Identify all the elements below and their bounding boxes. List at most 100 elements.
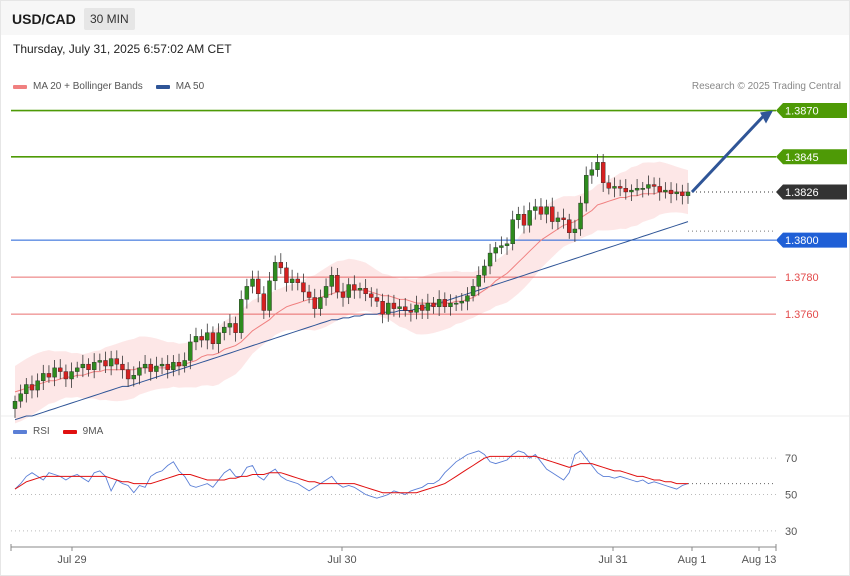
candle: [142, 354, 148, 374]
candle-body: [550, 206, 555, 222]
candle: [567, 213, 572, 239]
level-tag-text-2: 1.3826: [785, 187, 819, 199]
candle-body: [521, 213, 527, 226]
timeframe-button[interactable]: 30 MIN: [84, 8, 135, 30]
candle-body: [323, 286, 329, 298]
candle: [403, 297, 408, 317]
projection-arrow-head: [760, 110, 773, 124]
x-tick-label: Jul 31: [598, 554, 627, 566]
candle-body: [538, 206, 544, 215]
candle-body: [646, 184, 651, 189]
candle-body: [75, 367, 80, 372]
candle: [578, 196, 583, 236]
candle-body: [436, 299, 442, 307]
candle-body: [24, 384, 29, 394]
candle: [640, 181, 645, 198]
candle-body: [284, 267, 289, 283]
candle: [561, 208, 566, 229]
candle: [97, 353, 103, 371]
candle: [527, 202, 532, 233]
candle-body: [340, 291, 346, 298]
candle: [295, 272, 300, 291]
candle: [193, 327, 199, 351]
candle-body: [680, 191, 685, 196]
ma50-line: [14, 221, 689, 421]
rsi-legend-swatch: [13, 429, 27, 434]
candle: [335, 267, 340, 299]
candle: [108, 350, 114, 376]
candle-body: [651, 184, 657, 187]
candle-body: [278, 262, 284, 269]
candle-body: [380, 301, 385, 315]
candle: [352, 275, 357, 299]
candle-body: [250, 278, 255, 287]
candle-body: [595, 162, 600, 170]
candle-body: [205, 332, 210, 341]
candle-body: [589, 169, 595, 176]
candle-body: [578, 202, 583, 230]
candle: [63, 364, 69, 387]
candle-body: [561, 217, 566, 220]
rsi9ma-legend-label: 9MA: [82, 426, 104, 437]
candle-body: [261, 293, 267, 311]
x-tick-label: Aug 13: [742, 554, 777, 566]
main-legend: MA 20 + Bollinger Bands MA 50: [13, 81, 204, 92]
candle-body: [425, 302, 431, 311]
candle-body: [386, 302, 391, 315]
candle-body: [657, 186, 662, 193]
candle: [318, 289, 323, 316]
candle: [182, 352, 187, 373]
candle: [600, 153, 606, 192]
candle-body: [504, 243, 510, 246]
candle-body: [159, 363, 165, 367]
candle: [646, 175, 651, 196]
candle-body: [312, 297, 317, 309]
candle: [222, 321, 227, 341]
candle: [148, 358, 153, 381]
candle: [289, 269, 295, 291]
candle: [391, 294, 397, 317]
candle-body: [35, 380, 40, 391]
candle-body: [640, 188, 645, 190]
candle-body: [369, 293, 374, 298]
candle: [103, 351, 108, 373]
candle: [680, 184, 685, 205]
candle: [510, 210, 515, 251]
candle: [685, 182, 691, 204]
rsi-tick-label-30: 30: [785, 526, 797, 538]
candle: [380, 293, 385, 324]
candle: [465, 287, 470, 311]
candle: [210, 326, 216, 350]
candle: [176, 353, 182, 376]
candle: [91, 353, 97, 379]
candle-body: [612, 186, 617, 189]
chart-toolbar: USD/CAD 30 MIN: [1, 1, 849, 35]
candle-body: [58, 367, 63, 372]
candle: [255, 270, 261, 303]
candle: [363, 279, 368, 302]
candle: [357, 282, 363, 299]
candles: [12, 153, 691, 418]
level-tag-0: 1.3870: [776, 103, 847, 119]
candle-body: [470, 286, 476, 296]
candle: [431, 297, 436, 314]
candle: [12, 395, 18, 418]
candle-body: [634, 188, 640, 191]
level-tag-bg-3: [776, 232, 847, 248]
candle-body: [516, 213, 521, 220]
candle-body: [397, 306, 402, 309]
candle: [419, 298, 425, 319]
candle-body: [533, 206, 538, 211]
candle-body: [210, 332, 216, 344]
ma50-legend-label: MA 50: [175, 81, 205, 92]
candle: [414, 295, 419, 320]
x-tick-label: Jul 29: [57, 554, 86, 566]
candle-body: [199, 336, 204, 341]
rsi-tick-label-50: 50: [785, 490, 797, 502]
candle: [137, 361, 142, 385]
candle-body: [267, 280, 272, 311]
candle: [521, 205, 527, 234]
candle-body: [408, 310, 414, 313]
candle: [397, 299, 402, 318]
